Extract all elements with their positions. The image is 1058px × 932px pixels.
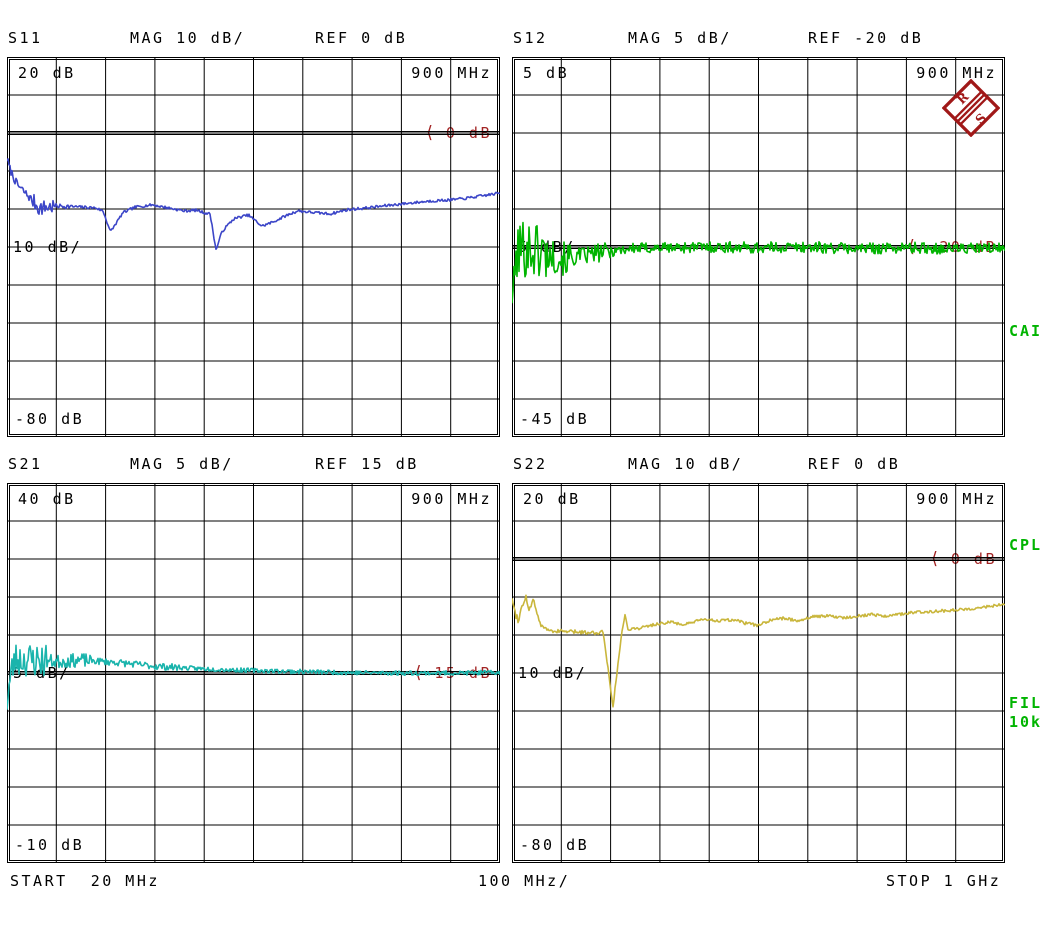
top-level-label: 20 dB (18, 64, 76, 82)
grid-and-trace-s11 (7, 57, 500, 437)
marker-freq-label: 900 MHz (411, 64, 492, 82)
status-coupled-channels: CPL (1009, 536, 1043, 554)
grid-and-trace-s22 (512, 483, 1005, 863)
status-cal-interpolated: CAI (1009, 322, 1043, 340)
bottom-level-label: -80 dB (520, 836, 590, 854)
bottom-level-label: -10 dB (15, 836, 85, 854)
trace-title-s21: S21 (8, 455, 43, 473)
ref-level-s21: REF 15 dB (315, 455, 419, 473)
status-if-bandwidth: 10k (1009, 713, 1043, 731)
rohde-schwarz-logo-icon: R S (942, 79, 1000, 137)
ref-level-s22: REF 0 dB (808, 455, 901, 473)
mag-scale-s21: MAG 5 dB/ (130, 455, 234, 473)
plot-panel-s21: 40 dB 900 MHz 5 dB/ -10 dB ⟨ 15 dB (7, 483, 500, 863)
marker-freq-label: 900 MHz (411, 490, 492, 508)
trace-title-s22: S22 (513, 455, 548, 473)
plot-panel-s12: 5 dB 900 MHz 5 dB/ -45 dB ⟨ -20 dB R S (512, 57, 1005, 437)
trace-title-s12: S12 (513, 29, 548, 47)
bottom-level-label: -45 dB (520, 410, 590, 428)
ref-level-s12: REF -20 dB (808, 29, 924, 47)
marker-freq-label: 900 MHz (916, 64, 997, 82)
mag-scale-s11: MAG 10 dB/ (130, 29, 246, 47)
sweep-start-label: START 20 MHz (10, 872, 160, 890)
top-level-label: 20 dB (523, 490, 581, 508)
mag-scale-s22: MAG 10 dB/ (628, 455, 744, 473)
grid-and-trace-s21 (7, 483, 500, 863)
marker-freq-label: 900 MHz (916, 490, 997, 508)
trace-title-s11: S11 (8, 29, 43, 47)
status-if-filter: FIL (1009, 694, 1043, 712)
top-level-label: 40 dB (18, 490, 76, 508)
mag-scale-s12: MAG 5 dB/ (628, 29, 732, 47)
ref-level-s11: REF 0 dB (315, 29, 408, 47)
bottom-level-label: -80 dB (15, 410, 85, 428)
sweep-stop-label: STOP 1 GHz (886, 872, 1002, 890)
sweep-per-div-label: 100 MHz/ (478, 872, 571, 890)
plot-panel-s11: 20 dB 900 MHz 10 dB/ -80 dB ⟨ 0 dB (7, 57, 500, 437)
grid-and-trace-s12 (512, 57, 1005, 437)
plot-panel-s22: 20 dB 900 MHz 10 dB/ -80 dB ⟨ 0 dB (512, 483, 1005, 863)
